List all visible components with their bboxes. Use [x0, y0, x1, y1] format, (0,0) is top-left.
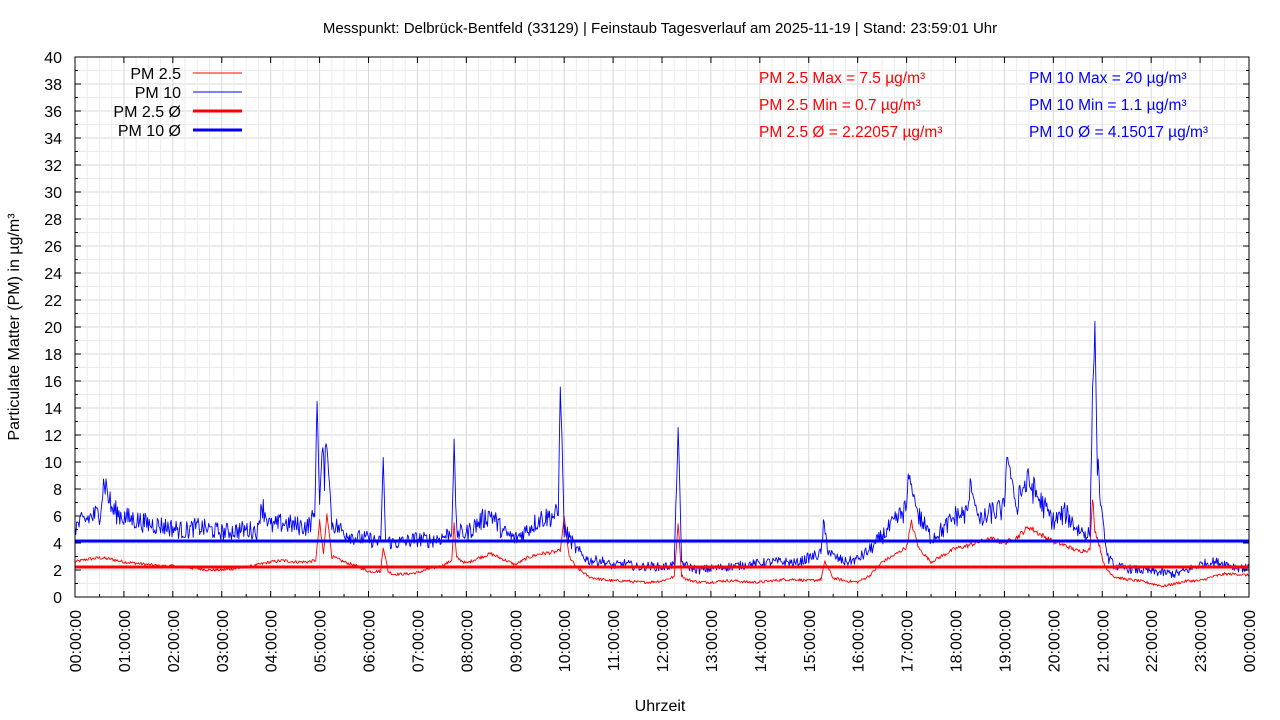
y-tick-label: 16: [44, 374, 62, 391]
y-tick-label: 18: [44, 347, 62, 364]
x-axis: 00:00:00 01:00:00 02:00:00 03:00:00 04:00:00…: [68, 57, 1259, 672]
x-tick-label: 19:00:00: [997, 610, 1014, 672]
series-line-pm10: [74, 320, 1250, 579]
y-tick-label: 26: [44, 239, 62, 256]
x-tick-label: 17:00:00: [900, 610, 917, 672]
x-tick-label: 00:00:00: [68, 610, 85, 672]
y-tick-label: 4: [53, 536, 62, 553]
stats-annotations: PM 2.5 Max = 7.5 µg/m³ PM 2.5 Min = 0.7 µ…: [759, 70, 1208, 141]
legend-label: PM 10: [135, 85, 181, 102]
x-tick-label: 22:00:00: [1144, 610, 1161, 672]
x-tick-label: 20:00:00: [1046, 610, 1063, 672]
y-tick-label: 0: [53, 590, 62, 607]
y-tick-label: 40: [44, 50, 62, 67]
stat-label-pm25: PM 2.5 Min = 0.7 µg/m³: [759, 97, 921, 114]
x-tick-label: 14:00:00: [753, 610, 770, 672]
y-tick-label: 38: [44, 77, 62, 94]
stat-label-pm10: PM 10 Max = 20 µg/m³: [1029, 70, 1187, 87]
x-tick-label: 15:00:00: [802, 610, 819, 672]
stat-label-pm25: PM 2.5 Max = 7.5 µg/m³: [759, 70, 925, 87]
stat-label-pm10: PM 10 Min = 1.1 µg/m³: [1029, 97, 1187, 114]
stat-label-pm25: PM 2.5 Ø = 2.22057 µg/m³: [759, 124, 942, 141]
x-tick-label: 10:00:00: [557, 610, 574, 672]
y-tick-label: 34: [44, 131, 62, 148]
x-tick-label: 03:00:00: [215, 610, 232, 672]
y-tick-label: 2: [53, 563, 62, 580]
y-tick-label: 14: [44, 401, 62, 418]
x-tick-label: 16:00:00: [851, 610, 868, 672]
legend-label: PM 10 Ø: [118, 123, 181, 140]
x-tick-label: 12:00:00: [655, 610, 672, 672]
legend: PM 2.5 PM 10 PM 2.5 Ø PM 10 Ø: [113, 66, 242, 140]
y-tick-label: 30: [44, 185, 62, 202]
x-tick-label: 06:00:00: [362, 610, 379, 672]
y-tick-label: 32: [44, 158, 62, 175]
x-tick-label: 09:00:00: [508, 610, 525, 672]
x-tick-label: 07:00:00: [410, 610, 427, 672]
x-tick-label: 02:00:00: [166, 610, 183, 672]
legend-label: PM 2.5: [130, 66, 181, 83]
y-tick-label: 28: [44, 212, 62, 229]
x-tick-label: 01:00:00: [117, 610, 134, 672]
x-tick-label: 21:00:00: [1095, 610, 1112, 672]
y-tick-label: 10: [44, 455, 62, 472]
x-tick-label: 11:00:00: [606, 610, 623, 671]
y-tick-label: 20: [44, 320, 62, 337]
x-axis-label: Uhrzeit: [635, 698, 686, 715]
x-tick-label: 08:00:00: [459, 610, 476, 672]
y-tick-label: 24: [44, 266, 62, 283]
average-lines: [75, 539, 1249, 569]
y-tick-label: 22: [44, 293, 62, 310]
x-tick-label: 05:00:00: [313, 610, 330, 672]
x-tick-label: 23:00:00: [1193, 610, 1210, 672]
x-tick-label: 18:00:00: [949, 610, 966, 672]
x-tick-label: 04:00:00: [264, 610, 281, 672]
x-tick-label: 13:00:00: [704, 610, 721, 672]
y-axis-label: Particulate Matter (PM) in µg/m³: [6, 213, 23, 441]
y-tick-label: 12: [44, 428, 62, 445]
y-tick-label: 6: [53, 509, 62, 526]
y-tick-label: 8: [53, 482, 62, 499]
legend-label: PM 2.5 Ø: [113, 104, 181, 121]
x-tick-label: 00:00:00: [1242, 610, 1259, 672]
chart-title: Messpunkt: Delbrück-Bentfeld (33129) | F…: [323, 20, 997, 37]
y-tick-label: 36: [44, 104, 62, 121]
stat-label-pm10: PM 10 Ø = 4.15017 µg/m³: [1029, 124, 1208, 141]
